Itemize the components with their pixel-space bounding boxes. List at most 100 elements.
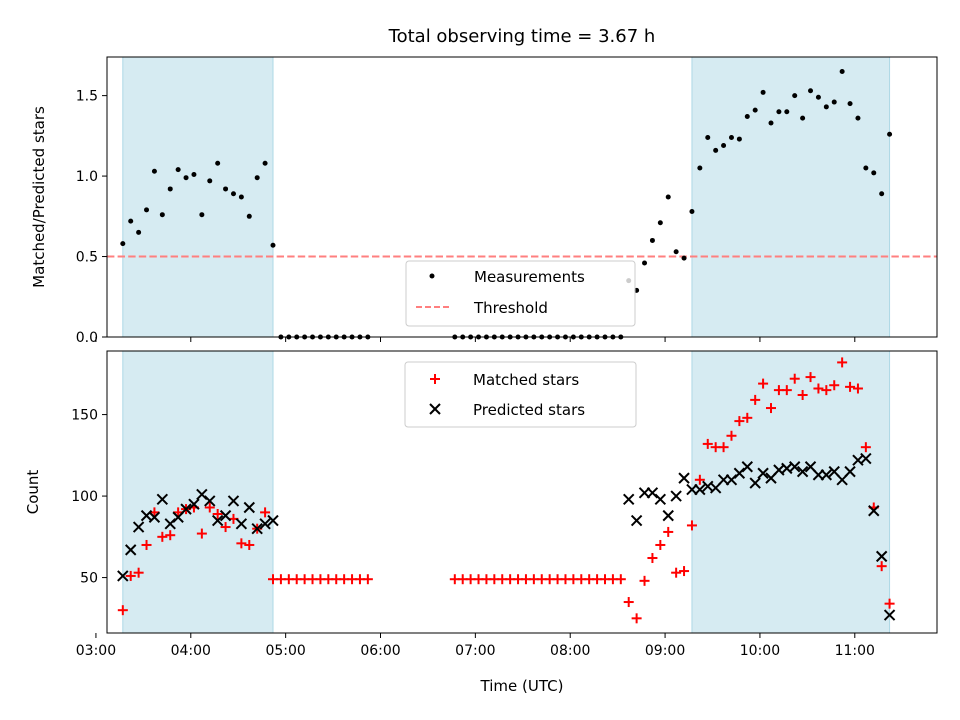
predicted-star-point <box>125 544 137 556</box>
marker-stroke <box>148 511 161 523</box>
x-tick-label-03-00: 03:00 <box>76 643 116 659</box>
matched-star-point <box>244 539 255 550</box>
measurement-point <box>744 114 750 120</box>
matched-star-point <box>686 520 697 531</box>
predicted-stars-points <box>117 452 896 621</box>
shaded-interval-2 <box>691 351 890 633</box>
matched-star-point <box>876 561 887 572</box>
marker-stroke <box>860 452 872 465</box>
predicted-star-point <box>211 514 224 527</box>
matched-star-point <box>742 412 753 423</box>
predicted-star-point <box>251 522 263 535</box>
matched-star-point <box>679 566 690 577</box>
measurement-point <box>887 131 893 137</box>
marker-stroke <box>235 518 248 530</box>
measurement-point <box>136 229 142 235</box>
matched-star-point <box>196 528 207 539</box>
marker-stroke <box>117 570 129 582</box>
measurement-point <box>792 93 798 99</box>
top-legend: Measurements Threshold <box>405 260 636 327</box>
measurement-point <box>223 186 229 192</box>
measurement-point <box>871 170 877 176</box>
marker-stroke <box>757 467 769 479</box>
predicted-star-point <box>741 461 753 473</box>
marker-stroke <box>180 503 192 515</box>
measurement-point <box>151 168 157 174</box>
matched-star-point <box>758 378 769 389</box>
measurement-point <box>728 134 734 140</box>
top-x-ticks <box>95 337 856 342</box>
marker-stroke <box>267 514 279 527</box>
matched-star-point <box>766 403 776 414</box>
measurement-point <box>697 165 703 171</box>
top-y-tick-label-1-0: 1.0 <box>76 169 98 185</box>
measurement-point <box>215 160 221 166</box>
matched-star-point <box>797 390 808 401</box>
matched-star-point <box>813 383 824 394</box>
measurement-point <box>808 88 814 94</box>
predicted-star-point <box>694 483 706 496</box>
legend-plus-marker <box>430 374 440 384</box>
predicted-star-point <box>670 490 682 502</box>
marker-stroke <box>251 522 263 535</box>
marker-stroke <box>678 472 690 484</box>
matched-star-point <box>860 442 871 453</box>
measurement-point <box>270 242 276 248</box>
marker-stroke <box>852 454 864 466</box>
x-tick-label-06-00: 06:00 <box>360 643 400 659</box>
legend-marker-measurements <box>429 273 435 279</box>
matched-star-point <box>125 570 136 581</box>
measurements-points <box>120 68 893 340</box>
matched-star-point <box>663 526 674 537</box>
measurement-point <box>238 194 244 200</box>
measurement-point <box>199 212 205 218</box>
measurement-point <box>120 241 126 247</box>
matched-star-point <box>852 383 863 394</box>
matched-star-point <box>671 567 682 578</box>
measurement-point <box>847 101 853 107</box>
predicted-star-point <box>789 461 801 473</box>
marker-stroke <box>125 544 137 556</box>
predicted-star-point <box>654 493 667 506</box>
measurement-point <box>768 120 774 126</box>
legend-label-matched-stars: Matched stars <box>473 371 579 389</box>
marker-stroke <box>844 465 856 478</box>
matched-star-point <box>639 575 650 586</box>
marker-stroke <box>429 403 441 415</box>
marker-stroke <box>156 493 169 506</box>
marker-stroke <box>828 465 840 478</box>
measurement-point <box>657 220 663 226</box>
matched-star-point <box>141 539 152 550</box>
marker-stroke <box>773 464 785 476</box>
matched-star-point <box>789 373 800 384</box>
matched-star-point <box>623 597 634 608</box>
measurement-point <box>246 213 252 219</box>
marker-stroke <box>630 514 643 527</box>
measurement-point <box>262 160 268 166</box>
measurement-point <box>705 134 711 140</box>
marker-stroke <box>662 509 674 522</box>
top-y-tick-label-0-0: 0.0 <box>76 330 98 346</box>
measurement-point <box>776 109 782 115</box>
predicted-star-point <box>796 465 809 478</box>
predicted-star-point <box>267 514 279 527</box>
matched-star-point <box>615 574 626 585</box>
marker-stroke <box>211 514 224 527</box>
marker-stroke <box>623 493 635 506</box>
measurement-point <box>128 218 134 224</box>
top-y-tick-label-1-5: 1.5 <box>76 89 98 105</box>
matched-star-point <box>726 430 737 441</box>
predicted-star-point <box>630 514 643 527</box>
measurement-point <box>879 191 885 197</box>
marker-stroke <box>820 469 833 481</box>
bottom-legend: Matched stars Predicted stars <box>404 361 637 428</box>
bottom-y-axis-label: Count <box>24 470 42 515</box>
predicted-star-point <box>757 467 769 479</box>
matched-star-point <box>718 442 729 453</box>
measurement-point <box>673 249 679 255</box>
matched-star-point <box>236 538 247 549</box>
marker-stroke <box>781 462 793 475</box>
measurement-point <box>191 171 197 177</box>
bottom-panel: 03:00 04:00 05:00 06:00 07:00 08:00 09:00 10:00… <box>71 350 938 659</box>
